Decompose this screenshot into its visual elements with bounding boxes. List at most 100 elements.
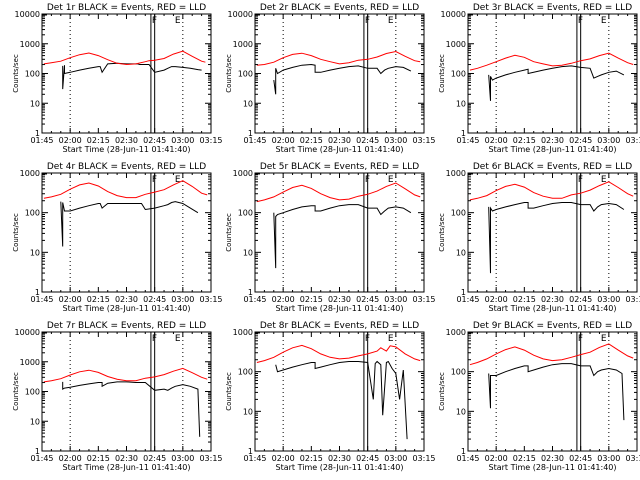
- x-tick-label: 01:45: [243, 136, 266, 145]
- marker-label-e: E: [388, 175, 394, 185]
- x-tick-label: 02:00: [485, 295, 508, 304]
- marker-label-f: F: [578, 16, 583, 26]
- x-tick-label: 02:15: [513, 454, 536, 463]
- x-tick-label: 02:30: [328, 454, 351, 463]
- x-tick-label: 02:30: [115, 295, 138, 304]
- plot-frame: [41, 13, 212, 134]
- y-tick-label: 100: [25, 388, 40, 397]
- lld-series-line: [43, 180, 208, 199]
- x-tick-label: 03:00: [384, 136, 407, 145]
- marker-label-f: F: [578, 175, 583, 185]
- x-tick-label: 01:45: [456, 295, 479, 304]
- x-tick-label: 02:00: [59, 295, 82, 304]
- events-series-line: [60, 201, 199, 247]
- flare-marker-box: [363, 172, 369, 293]
- y-tick-label: 10000: [15, 328, 40, 337]
- flare-marker-box: [150, 331, 156, 452]
- events-series-line: [488, 65, 625, 101]
- x-tick-label: 02:15: [300, 454, 323, 463]
- y-tick-label: 1: [35, 447, 40, 456]
- x-tick-label: 02:30: [115, 136, 138, 145]
- lld-series-line: [43, 367, 208, 383]
- y-tick-label: 10: [30, 99, 40, 108]
- flare-marker-box: [363, 331, 369, 452]
- x-tick-label: 02:30: [328, 295, 351, 304]
- y-tick-label: 100: [238, 368, 253, 377]
- x-axis-label: Start Time (28-Jun-11 01:41:40): [489, 304, 617, 313]
- y-tick-label: 1000: [20, 358, 40, 367]
- y-tick-label: 1000: [20, 40, 40, 49]
- y-tick-label: 10: [456, 99, 466, 108]
- lld-series-line: [256, 182, 421, 203]
- x-tick-label: 02:45: [356, 295, 379, 304]
- flare-marker-box: [576, 172, 582, 293]
- y-tick-label: 1000: [233, 169, 253, 178]
- x-tick-label: 03:15: [625, 136, 640, 145]
- plot-frame: [254, 172, 425, 293]
- y-axis-label: Counts/sec: [438, 54, 446, 93]
- flare-marker-box: [363, 13, 369, 134]
- y-tick-label: 1: [461, 129, 466, 138]
- lld-series-line: [469, 181, 634, 201]
- events-series-line: [275, 360, 408, 440]
- plot-frame: [41, 331, 212, 452]
- x-tick-label: 02:15: [513, 136, 536, 145]
- y-tick-label: 1: [35, 129, 40, 138]
- x-tick-label: 01:45: [30, 295, 53, 304]
- y-tick-label: 10: [243, 248, 253, 257]
- y-tick-label: 1000: [446, 328, 466, 337]
- x-tick-label: 02:00: [272, 136, 295, 145]
- chart-title: Det 5r BLACK = Events, RED = LLD: [260, 162, 419, 172]
- y-axis-label: Counts/sec: [12, 213, 20, 252]
- x-axis-label: Start Time (28-Jun-11 01:41:40): [276, 145, 404, 154]
- x-tick-label: 03:15: [199, 136, 222, 145]
- x-tick-label: 03:00: [597, 295, 620, 304]
- plot-frame: [467, 172, 638, 293]
- x-tick-label: 02:00: [59, 454, 82, 463]
- x-tick-label: 02:45: [569, 136, 592, 145]
- chart-title: Det 4r BLACK = Events, RED = LLD: [47, 162, 206, 172]
- x-tick-label: 02:00: [272, 295, 295, 304]
- x-tick-label: 02:30: [115, 454, 138, 463]
- y-tick-label: 1: [248, 288, 253, 297]
- y-axis-label: Counts/sec: [438, 213, 446, 252]
- plot-frame: [254, 13, 425, 134]
- x-axis-label: Start Time (28-Jun-11 01:41:40): [63, 304, 191, 313]
- x-tick-label: 02:15: [300, 295, 323, 304]
- x-tick-label: 02:45: [569, 454, 592, 463]
- lld-series-line: [469, 343, 634, 366]
- x-tick-label: 02:15: [513, 295, 536, 304]
- chart-title: Det 7r BLACK = Events, RED = LLD: [47, 321, 206, 331]
- flare-marker-box: [576, 331, 582, 452]
- plot-frame: [467, 331, 638, 452]
- y-tick-label: 1: [248, 447, 253, 456]
- marker-label-e: E: [175, 16, 181, 26]
- x-tick-label: 03:15: [199, 454, 222, 463]
- y-axis-label: Counts/sec: [225, 372, 233, 411]
- x-tick-label: 02:30: [541, 454, 564, 463]
- plot-frame: [467, 13, 638, 134]
- x-tick-label: 02:15: [87, 136, 110, 145]
- x-tick-label: 02:00: [272, 454, 295, 463]
- flare-marker-box: [576, 13, 582, 134]
- x-tick-label: 03:00: [597, 136, 620, 145]
- events-series-line: [273, 63, 412, 95]
- y-tick-label: 1000: [446, 40, 466, 49]
- x-tick-label: 03:15: [412, 136, 435, 145]
- x-tick-label: 02:45: [143, 136, 166, 145]
- y-tick-label: 10: [456, 248, 466, 257]
- y-tick-label: 1000: [233, 40, 253, 49]
- x-tick-label: 01:45: [30, 136, 53, 145]
- y-axis-label: Counts/sec: [438, 372, 446, 411]
- marker-label-e: E: [601, 16, 607, 26]
- x-tick-label: 03:15: [625, 295, 640, 304]
- marker-label-e: E: [175, 334, 181, 344]
- lld-series-line: [469, 52, 634, 71]
- x-tick-label: 02:45: [143, 295, 166, 304]
- x-tick-label: 02:30: [541, 295, 564, 304]
- chart-title: Det 8r BLACK = Events, RED = LLD: [260, 321, 419, 331]
- y-tick-label: 100: [25, 70, 40, 79]
- lld-series-line: [256, 50, 421, 66]
- x-axis-label: Start Time (28-Jun-11 01:41:40): [276, 304, 404, 313]
